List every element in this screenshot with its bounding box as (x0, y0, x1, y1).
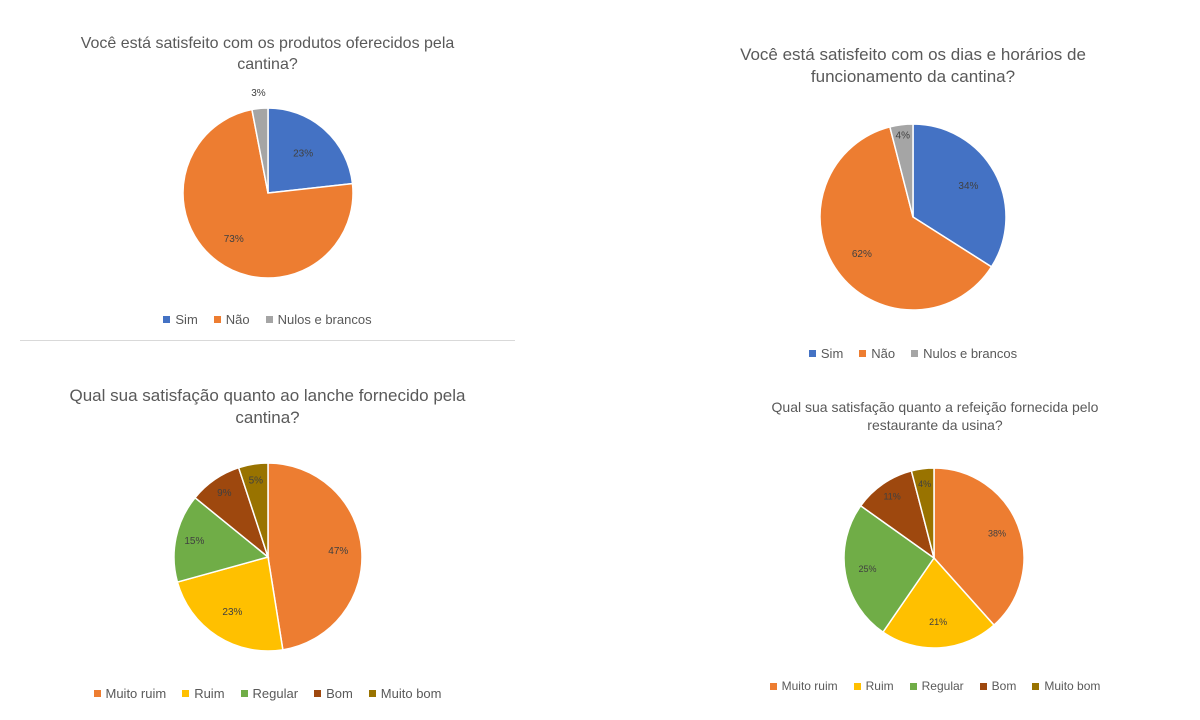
legend-swatch (769, 682, 777, 690)
data-label-nulos-e-brancos: 4% (896, 130, 911, 141)
data-label-nao: 62% (852, 249, 872, 260)
pie-chart-refeicao: Qual sua satisfação quanto a refeição fo… (685, 398, 1185, 708)
legend-item-nulos-e-brancos: Nulos e brancos (265, 312, 372, 327)
data-label-muito-bom: 5% (249, 476, 264, 487)
pie-slice-nao (819, 126, 993, 311)
legend-swatch (163, 316, 171, 323)
legend-swatch (265, 316, 273, 323)
legend-swatch (314, 690, 322, 697)
legend-label: Não (871, 346, 896, 361)
pie-svg: 38% 21% 25% 11% 4% (843, 467, 1025, 649)
pie-slice-ruim (176, 556, 284, 652)
data-label-bom: 9% (217, 488, 232, 499)
pie-slice-nulos-e-brancos (888, 123, 914, 218)
data-label-muito-bom: 4% (918, 479, 931, 489)
legend: Muito ruim Ruim Regular Bom Muito bom (20, 686, 515, 701)
pie-slice-ruim (881, 556, 996, 649)
pie-slice-nulos-e-brancos (251, 107, 269, 194)
legend-item-muito-ruim: Muito ruim (769, 679, 838, 693)
legend: Sim Não Nulos e brancos (20, 312, 515, 327)
pie-chart-horarios: Você está satisfeito com os dias e horár… (663, 44, 1163, 374)
data-label-muito-ruim: 47% (328, 546, 348, 557)
data-label-sim: 34% (958, 181, 978, 192)
divider (20, 340, 515, 341)
legend-label: Nulos e brancos (277, 312, 372, 327)
legend-label: Bom (326, 686, 353, 701)
legend-swatch (182, 690, 190, 697)
legend-swatch (909, 682, 917, 690)
pie-svg: 47% 23% 15% 9% 5% (173, 462, 363, 652)
legend-label: Sim (175, 312, 198, 327)
pie-slice-regular (173, 496, 270, 583)
legend: Muito ruim Ruim Regular Bom Muito bom (685, 679, 1185, 693)
legend-label: Muito ruim (105, 686, 167, 701)
data-label-regular: 25% (859, 564, 877, 574)
pie-chart-produtos: Você está satisfeito com os produtos ofe… (20, 30, 515, 340)
legend-swatch (853, 682, 861, 690)
data-label-sim: 23% (293, 148, 313, 159)
pie-svg: 23% 73% 3% (182, 88, 354, 279)
legend-label: Ruim (194, 686, 225, 701)
legend-label: Sim (820, 346, 844, 361)
pie-svg: 34% 62% 4% (819, 123, 1007, 311)
legend-item-sim: Sim (163, 312, 198, 327)
pie-slice-nao (182, 108, 354, 279)
data-label-regular: 15% (184, 536, 204, 547)
pie-slice-regular (843, 504, 936, 634)
legend-label: Muito bom (380, 686, 442, 701)
legend-label: Não (225, 312, 250, 327)
legend-item-nao: Não (213, 312, 250, 327)
legend-label: Ruim (865, 679, 894, 693)
legend-label: Regular (921, 679, 964, 693)
pie-slice-muito-bom (237, 462, 269, 558)
data-label-muito-ruim: 38% (988, 528, 1006, 538)
legend-label: Bom (991, 679, 1017, 693)
chart-title: Qual sua satisfação quanto ao lanche for… (69, 386, 466, 428)
data-label-ruim: 21% (929, 617, 947, 627)
legend: Sim Não Nulos e brancos (663, 346, 1163, 361)
legend-item-muito-bom: Muito bom (1032, 679, 1100, 693)
legend-swatch (240, 690, 248, 697)
legend-label: Nulos e brancos (923, 346, 1018, 361)
legend-swatch (979, 682, 987, 690)
chart-title: Qual sua satisfação quanto a refeição fo… (771, 399, 1099, 434)
legend-label: Muito ruim (781, 679, 838, 693)
legend-item-ruim: Ruim (182, 686, 225, 701)
legend-label: Muito bom (1044, 679, 1101, 693)
legend-swatch (808, 350, 816, 357)
data-label-ruim: 23% (222, 607, 242, 618)
pie-slice-sim (267, 107, 354, 194)
data-label-nao: 73% (224, 234, 244, 245)
legend-item-muito-ruim: Muito ruim (93, 686, 167, 701)
legend-item-sim: Sim (808, 346, 844, 361)
legend-label: Regular (252, 686, 299, 701)
data-label-bom: 11% (883, 492, 900, 502)
legend-swatch (93, 690, 101, 697)
legend-item-bom: Bom (979, 679, 1017, 693)
chart-title: Você está satisfeito com os produtos ofe… (80, 35, 455, 73)
pie-slice-muito-bom (910, 467, 935, 559)
legend-swatch (911, 350, 919, 357)
legend-item-regular: Regular (909, 679, 964, 693)
legend-swatch (859, 350, 867, 357)
pie-slice-muito-ruim (933, 467, 1025, 627)
legend-item-nao: Não (859, 346, 895, 361)
legend-swatch (368, 690, 376, 697)
legend-swatch (1032, 682, 1040, 690)
data-label-nulos-e-brancos: 3% (251, 88, 266, 99)
chart-title: Você está satisfeito com os dias e horár… (740, 45, 1086, 87)
legend-swatch (213, 316, 221, 323)
pie-chart-lanche: Qual sua satisfação quanto ao lanche for… (20, 385, 515, 715)
legend-item-regular: Regular (240, 686, 299, 701)
legend-item-muito-bom: Muito bom (368, 686, 442, 701)
legend-item-ruim: Ruim (853, 679, 894, 693)
pie-slice-muito-ruim (267, 462, 363, 651)
legend-item-nulos-e-brancos: Nulos e brancos (911, 346, 1017, 361)
legend-item-bom: Bom (314, 686, 353, 701)
